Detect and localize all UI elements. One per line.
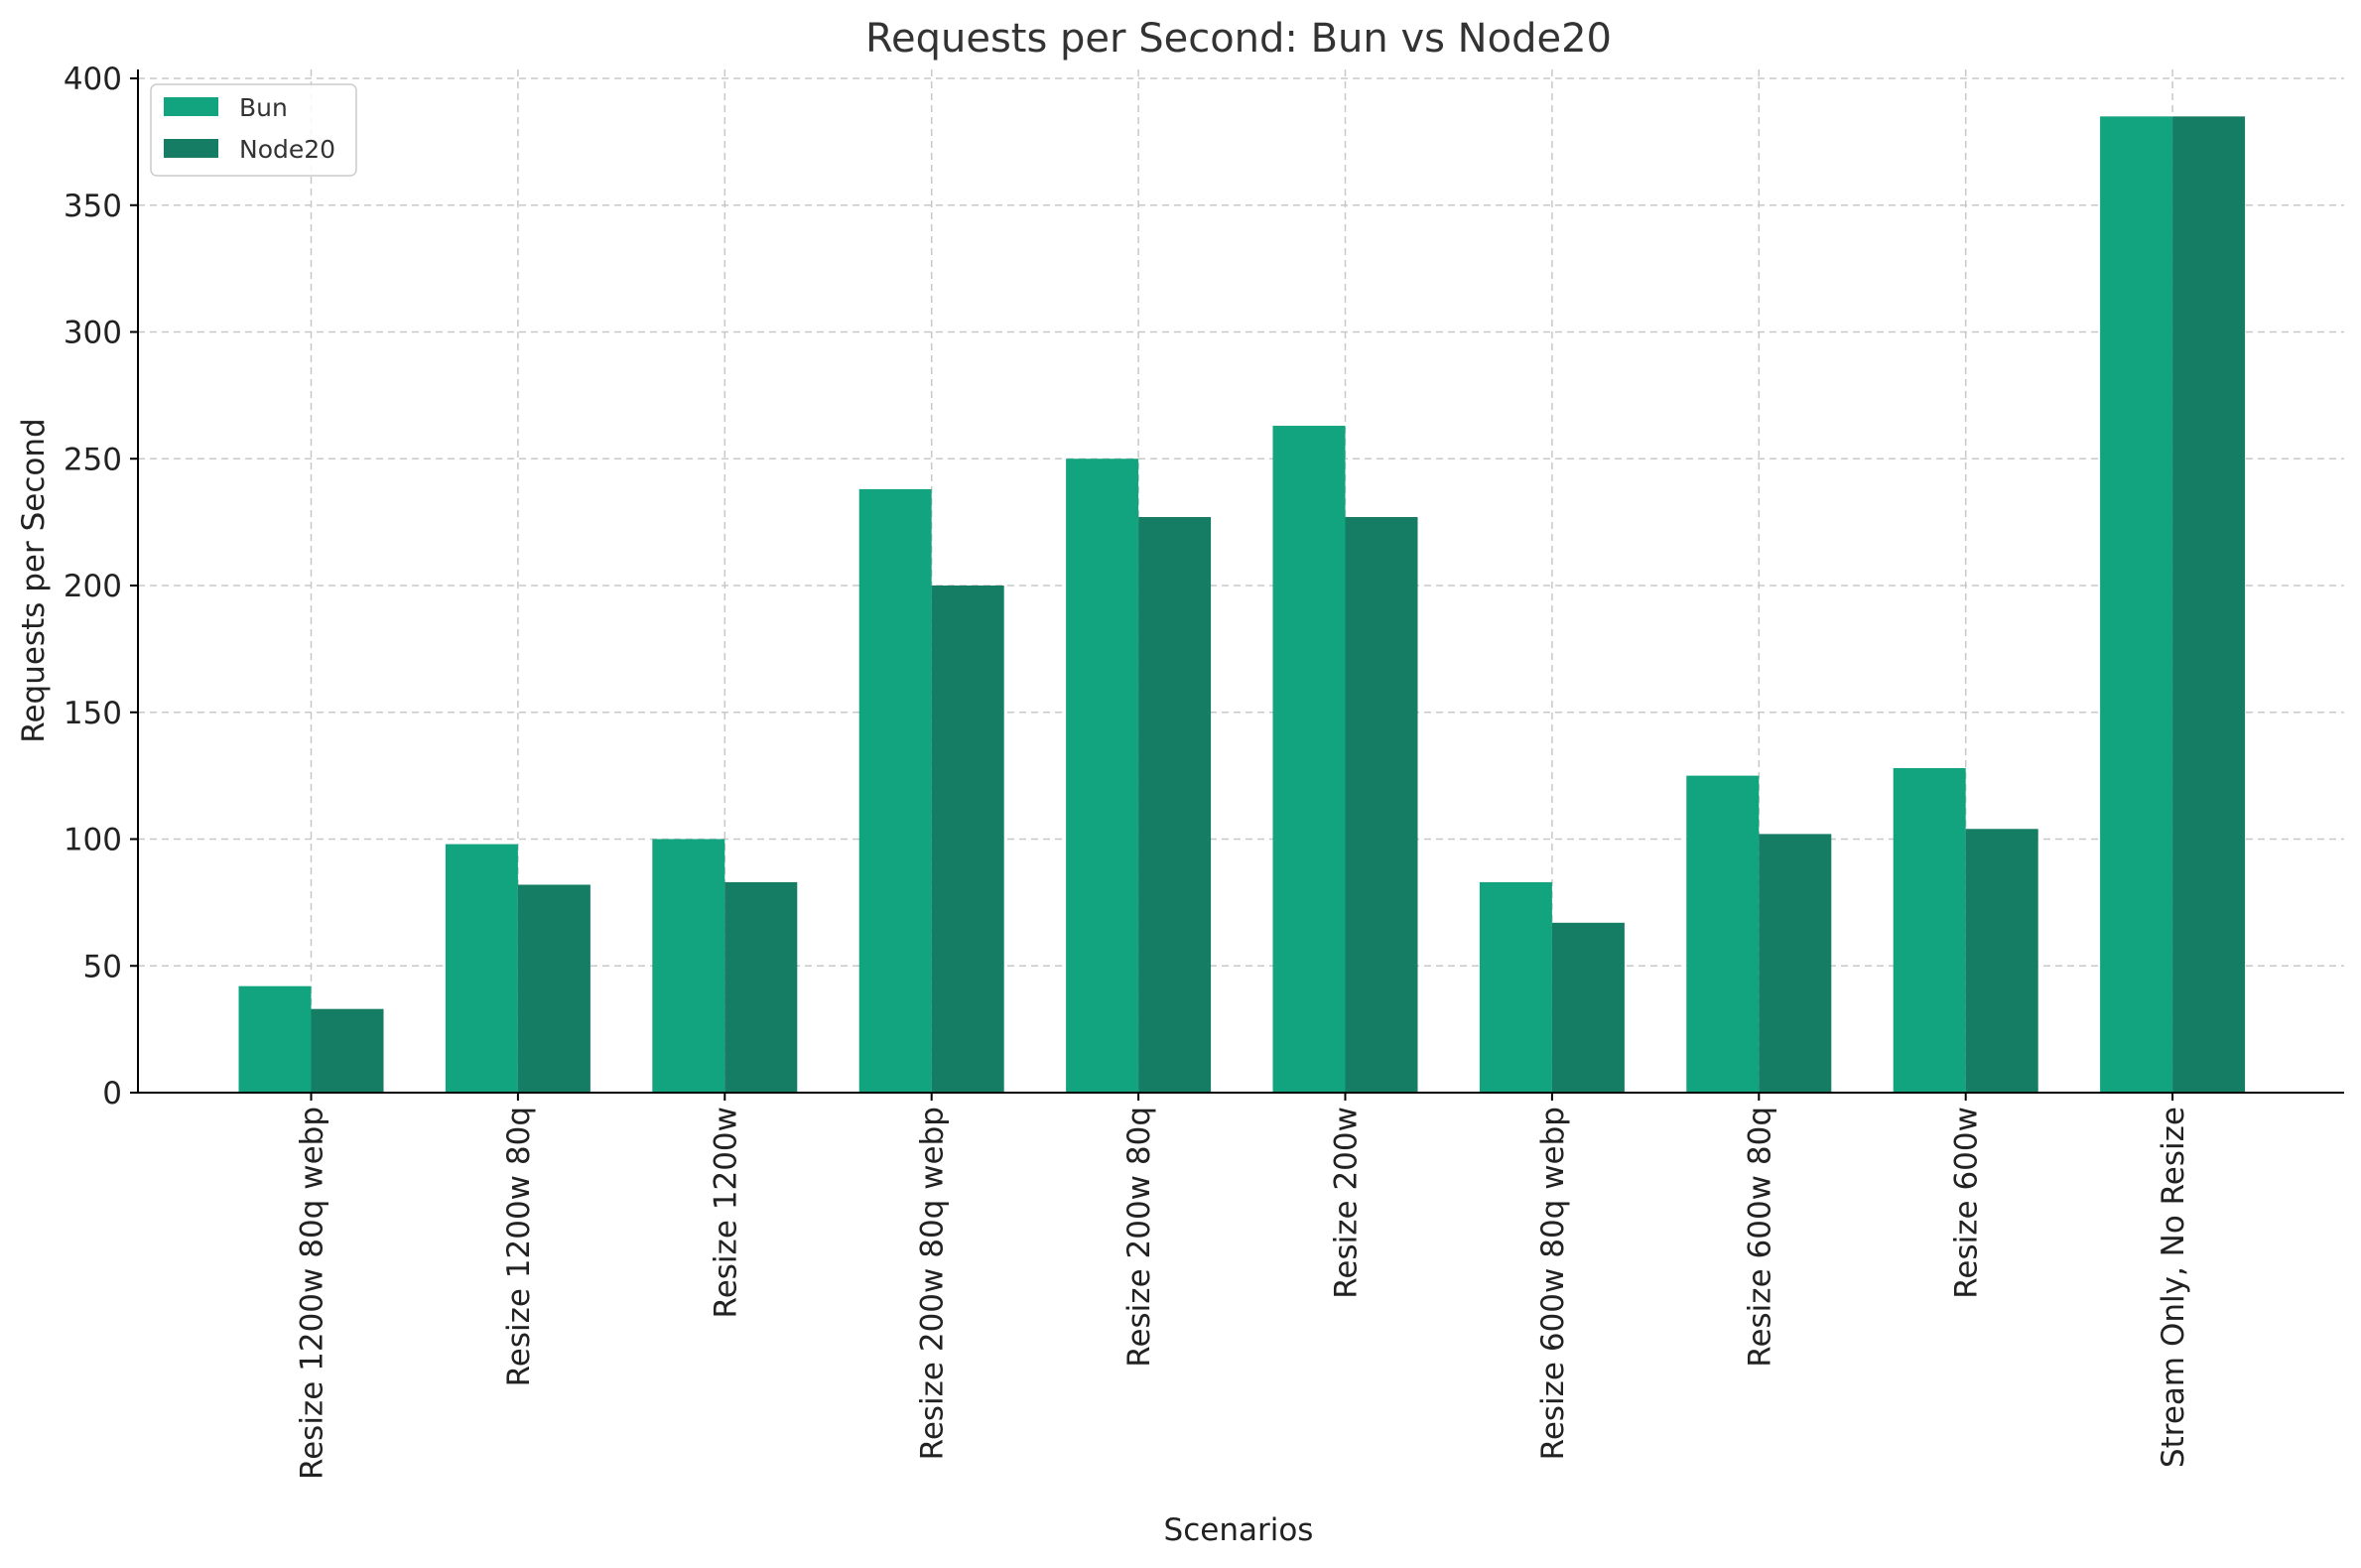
x-tick-label: Resize 1200w 80q: [501, 1107, 537, 1386]
bar-node20-5: [1345, 517, 1418, 1093]
x-tick-label: Resize 200w 80q webp: [915, 1107, 951, 1460]
y-tick-label: 350: [64, 189, 122, 224]
y-tick-label: 400: [64, 62, 122, 97]
bar-node20-1: [517, 884, 590, 1093]
x-tick-label: Resize 600w 80q webp: [1535, 1107, 1571, 1460]
bar-bun-2: [652, 839, 725, 1093]
x-tick-label: Resize 600w: [1949, 1107, 1985, 1299]
y-axis-ticks: 0 50 100 150 200 250 300 350 400: [64, 62, 138, 1111]
legend-swatch-bun: [164, 97, 218, 116]
bar-bun-4: [1066, 458, 1139, 1093]
x-tick-label: Resize 1200w 80q webp: [295, 1107, 330, 1480]
x-tick-label: Resize 200w: [1329, 1107, 1365, 1299]
y-tick-label: 100: [64, 823, 122, 858]
chart-title: Requests per Second: Bun vs Node20: [865, 16, 1612, 62]
axes: [137, 69, 2344, 1094]
bar-node20-7: [1759, 834, 1832, 1093]
x-tick-label: Resize 200w 80q: [1121, 1107, 1157, 1368]
legend-label-node20: Node20: [239, 135, 335, 164]
y-tick-label: 50: [83, 949, 122, 984]
y-axis-label: Requests per Second: [16, 418, 52, 742]
y-tick-label: 250: [64, 442, 122, 477]
x-tick-label: Resize 1200w: [708, 1107, 743, 1318]
bar-bun-1: [445, 844, 518, 1093]
y-tick-label: 0: [102, 1076, 122, 1111]
bar-node20-8: [1965, 829, 2038, 1093]
bar-node20-3: [931, 586, 1004, 1093]
legend-swatch-node20: [164, 139, 218, 158]
bar-bun-8: [1893, 767, 1966, 1093]
x-axis-label: Scenarios: [1164, 1512, 1314, 1548]
bars: [238, 116, 2246, 1093]
x-tick-label: Stream Only, No Resize: [2156, 1107, 2191, 1468]
bar-bun-5: [1272, 426, 1346, 1093]
bar-node20-4: [1138, 517, 1212, 1093]
y-tick-label: 300: [64, 316, 122, 351]
bar-bun-0: [238, 985, 312, 1093]
bar-bun-3: [858, 488, 932, 1093]
bar-bun-6: [1479, 881, 1552, 1093]
bar-node20-2: [724, 881, 798, 1093]
bar-node20-9: [2172, 116, 2246, 1093]
x-tick-label: Resize 600w 80q: [1742, 1107, 1777, 1368]
bar-bun-7: [1686, 775, 1760, 1093]
legend-label-bun: Bun: [239, 93, 288, 122]
legend: Bun Node20: [150, 83, 357, 177]
y-tick-label: 150: [64, 696, 122, 731]
bar-bun-9: [2100, 116, 2173, 1093]
y-tick-label: 200: [64, 569, 122, 604]
bar-node20-0: [311, 1008, 384, 1093]
bar-node20-6: [1551, 922, 1625, 1093]
x-axis-ticks: Resize 1200w 80q webp Resize 1200w 80q Res…: [295, 1093, 2191, 1480]
